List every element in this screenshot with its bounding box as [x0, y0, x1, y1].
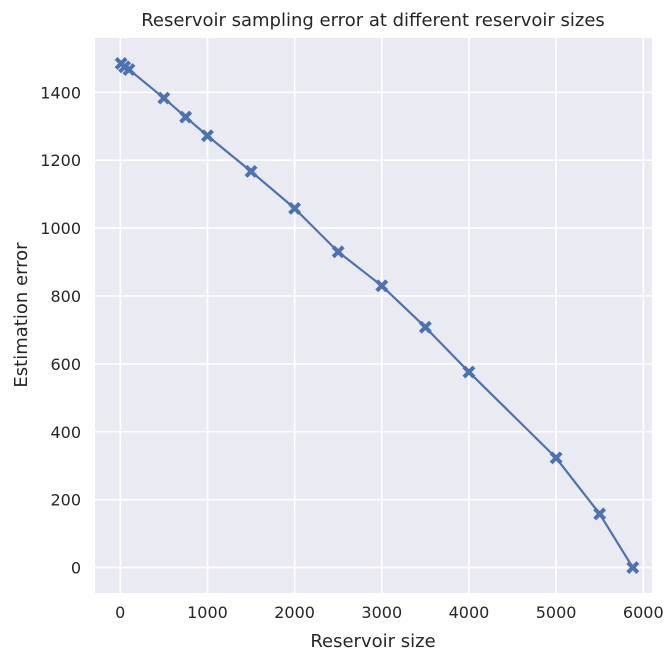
x-axis-ticks: 0 1000 2000 3000 4000 5000 6000 — [115, 603, 663, 622]
x-tick-label: 2000 — [274, 603, 315, 622]
y-tick-label: 200 — [50, 491, 81, 510]
y-tick-label: 600 — [50, 355, 81, 374]
chart-title: Reservoir sampling error at different re… — [141, 10, 605, 31]
x-tick-label: 6000 — [623, 603, 664, 622]
y-tick-label: 1200 — [40, 151, 81, 170]
data-point-marker — [244, 164, 258, 178]
data-point-marker — [626, 560, 640, 575]
data-point-marker — [200, 129, 215, 143]
y-tick-label: 800 — [50, 287, 81, 306]
data-point-marker — [549, 451, 563, 465]
x-tick-label: 3000 — [361, 603, 402, 622]
data-point-marker — [122, 63, 136, 77]
x-tick-label: 5000 — [536, 603, 577, 622]
data-point-marker — [375, 279, 389, 293]
data-points — [114, 56, 640, 575]
data-point-marker — [593, 507, 607, 521]
data-point-marker — [331, 245, 345, 259]
plot-area — [95, 38, 652, 593]
data-point-marker — [288, 201, 302, 215]
gridlines — [95, 38, 652, 593]
y-axis-label: Estimation error — [11, 242, 32, 388]
x-axis-label: Reservoir size — [310, 631, 435, 652]
y-tick-label: 0 — [71, 559, 81, 578]
data-point-marker — [418, 320, 432, 334]
y-tick-label: 400 — [50, 423, 81, 442]
x-tick-label: 4000 — [449, 603, 490, 622]
x-tick-label: 0 — [115, 603, 125, 622]
data-point-marker — [157, 91, 171, 105]
y-tick-label: 1000 — [40, 219, 81, 238]
y-tick-label: 1400 — [40, 83, 81, 102]
data-point-marker — [179, 110, 193, 124]
y-axis-ticks: 0 200 400 600 800 1000 1200 1400 — [40, 83, 81, 577]
data-point-marker — [462, 365, 476, 379]
x-tick-label: 1000 — [187, 603, 228, 622]
